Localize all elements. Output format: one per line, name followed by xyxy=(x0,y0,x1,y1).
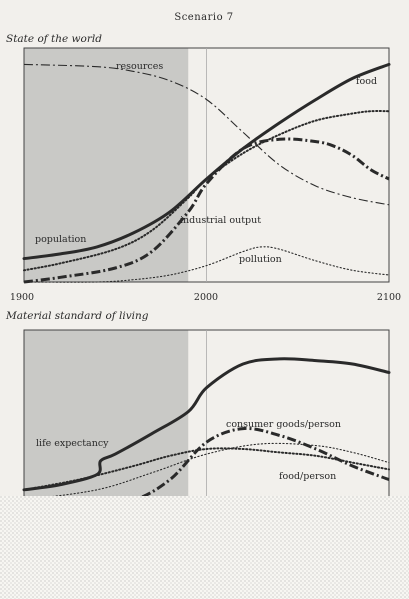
series-labels: resources food industrial output populat… xyxy=(35,61,377,265)
series-label-life-expectancy: life expectancy xyxy=(36,438,109,449)
series-label-population: population xyxy=(35,234,86,245)
panel-title-material-standard: Material standard of living xyxy=(5,310,149,322)
series-label-industrial-output: industrial output xyxy=(180,215,261,226)
x-tick-1900: 1900 xyxy=(10,292,34,303)
state-of-world-panel: State of the world resources food indust… xyxy=(6,33,401,303)
series-label-food-person: food/person xyxy=(279,471,336,482)
series-group xyxy=(22,62,391,284)
series-label-pollution: pollution xyxy=(239,254,282,265)
x-tick-2100: 2100 xyxy=(377,292,401,303)
shaded-historical-region xyxy=(24,330,189,500)
series-label-food: food xyxy=(356,76,377,87)
material-standard-panel: Material standard of living life expecta… xyxy=(5,310,391,503)
shaded-historical-region xyxy=(24,48,189,282)
series-label-resources: resources xyxy=(116,61,163,72)
series-label-consumer-goods-person: consumer goods/person xyxy=(226,419,341,430)
series-line-unlabeled-3 xyxy=(23,442,390,501)
panel-title-state-of-world: State of the world xyxy=(6,33,102,45)
series-line-life-expectancy xyxy=(22,357,391,492)
series-line-pollution xyxy=(23,246,390,283)
series-line-food-person xyxy=(23,447,390,491)
x-tick-2000: 2000 xyxy=(194,292,218,303)
series-line-population xyxy=(22,62,391,261)
halftone-overlay xyxy=(0,496,409,599)
series-line-resources xyxy=(23,63,390,206)
series-line-industrial-output xyxy=(23,137,390,284)
x-axis-ticks: 1900 2000 2100 xyxy=(10,292,401,303)
series-labels: life expectancy consumer goods/person fo… xyxy=(36,419,341,482)
figure-title: Scenario 7 xyxy=(174,12,233,23)
